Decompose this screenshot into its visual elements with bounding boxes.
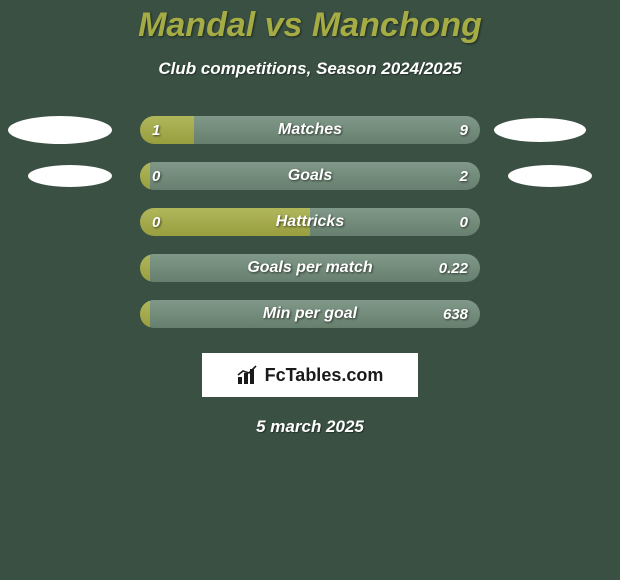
- stat-row: 19Matches: [0, 107, 620, 153]
- stat-row: 0.22Goals per match: [0, 245, 620, 291]
- stat-value-right: 2: [460, 162, 468, 190]
- stat-value-right: 638: [443, 300, 468, 328]
- stat-bar-left: [140, 300, 150, 328]
- stat-bar-right: [310, 208, 480, 236]
- date-line: 5 march 2025: [0, 417, 620, 437]
- stat-bar: 638Min per goal: [140, 300, 480, 328]
- stat-value-right: 0.22: [439, 254, 468, 282]
- stat-row: 638Min per goal: [0, 291, 620, 337]
- stats-chart: 19Matches02Goals00Hattricks0.22Goals per…: [0, 107, 620, 337]
- stat-row: 02Goals: [0, 153, 620, 199]
- stat-bar-right: [150, 162, 480, 190]
- stat-value-left: 1: [152, 116, 160, 144]
- stat-bar-left: [140, 208, 310, 236]
- stat-value-right: 0: [460, 208, 468, 236]
- stat-bar-right: [194, 116, 480, 144]
- logo-text: FcTables.com: [265, 365, 384, 386]
- logo-box: FcTables.com: [202, 353, 418, 397]
- stat-value-left: 0: [152, 162, 160, 190]
- stat-bar: 0.22Goals per match: [140, 254, 480, 282]
- stat-bar: 00Hattricks: [140, 208, 480, 236]
- stat-bar-right: [150, 300, 480, 328]
- stat-value-right: 9: [460, 116, 468, 144]
- stat-bar-right: [150, 254, 480, 282]
- stat-bar-left: [140, 254, 150, 282]
- stat-bar: 19Matches: [140, 116, 480, 144]
- stat-value-left: 0: [152, 208, 160, 236]
- stat-bar-left: [140, 162, 150, 190]
- subtitle: Club competitions, Season 2024/2025: [0, 59, 620, 79]
- stat-bar: 02Goals: [140, 162, 480, 190]
- stat-row: 00Hattricks: [0, 199, 620, 245]
- chart-icon: [237, 365, 259, 385]
- page-title: Mandal vs Manchong: [0, 0, 620, 45]
- stat-bar-left: [140, 116, 194, 144]
